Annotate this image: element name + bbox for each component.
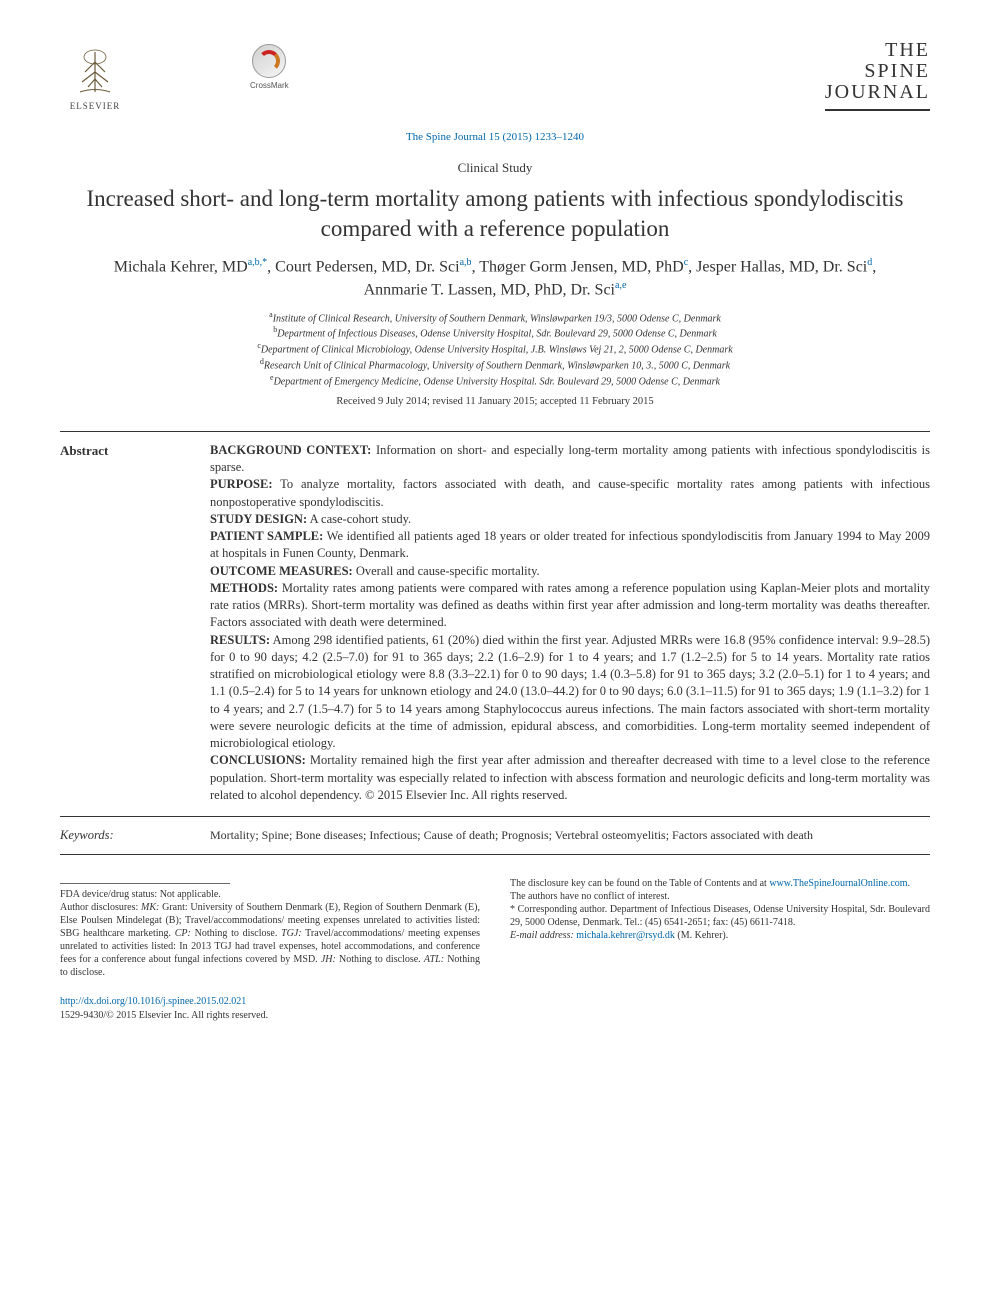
abs-outcome-label: OUTCOME MEASURES: xyxy=(210,564,353,578)
footnote-right-column: The disclosure key can be found on the T… xyxy=(510,877,930,979)
email-line: E-mail address: michala.kehrer@rsyd.dk (… xyxy=(510,929,930,942)
abs-methods-label: METHODS: xyxy=(210,581,278,595)
journal-reference[interactable]: The Spine Journal 15 (2015) 1233–1240 xyxy=(60,130,930,145)
journal-logo-line: SPINE xyxy=(825,61,930,82)
author-email[interactable]: michala.kehrer@rsyd.dk xyxy=(576,930,675,941)
abs-results-label: RESULTS: xyxy=(210,633,270,647)
keywords-section: Keywords: Mortality; Spine; Bone disease… xyxy=(60,827,930,844)
disclosure-key: The disclosure key can be found on the T… xyxy=(510,877,930,890)
journal-logo-line: THE xyxy=(825,40,930,61)
crossmark-badge[interactable]: CrossMark xyxy=(250,44,289,92)
abs-conclusions: Mortality remained high the first year a… xyxy=(210,753,930,802)
corresponding-author: * Corresponding author. Department of In… xyxy=(510,903,930,929)
affiliation-line: eDepartment of Emergency Medicine, Odens… xyxy=(60,373,930,389)
article-title: Increased short- and long-term mortality… xyxy=(60,184,930,244)
author-disclosures: Author disclosures: MK: Grant: Universit… xyxy=(60,901,480,979)
publisher-name: ELSEVIER xyxy=(70,100,121,112)
affiliation-line: cDepartment of Clinical Microbiology, Od… xyxy=(60,341,930,357)
publisher-logo: ELSEVIER xyxy=(60,40,130,120)
divider xyxy=(60,816,930,817)
abs-methods: Mortality rates among patients were comp… xyxy=(210,581,930,630)
abs-conclusions-label: CONCLUSIONS: xyxy=(210,753,306,767)
journal-logo: THE SPINE JOURNAL xyxy=(825,40,930,111)
crossmark-icon xyxy=(252,44,286,78)
crossmark-label: CrossMark xyxy=(250,81,289,92)
disclosure-link[interactable]: www.TheSpineJournalOnline.com xyxy=(769,878,907,889)
footnote-left-column: FDA device/drug status: Not applicable. … xyxy=(60,877,480,979)
doi-block: http://dx.doi.org/10.1016/j.spinee.2015.… xyxy=(60,995,930,1022)
email-label: E-mail address: xyxy=(510,930,576,941)
affiliation-line: aInstitute of Clinical Research, Univers… xyxy=(60,310,930,326)
divider xyxy=(60,431,930,432)
article-dates: Received 9 July 2014; revised 11 January… xyxy=(60,395,930,409)
divider xyxy=(60,854,930,855)
abs-sample-label: PATIENT SAMPLE: xyxy=(210,529,323,543)
disclosure-key-text: The disclosure key can be found on the T… xyxy=(510,878,769,889)
abs-design-label: STUDY DESIGN: xyxy=(210,512,307,526)
abstract-content: BACKGROUND CONTEXT: Information on short… xyxy=(210,442,930,804)
email-suffix: (M. Kehrer). xyxy=(675,930,728,941)
page-header: ELSEVIER CrossMark THE SPINE JOURNAL xyxy=(60,40,930,120)
fda-status: FDA device/drug status: Not applicable. xyxy=(60,888,480,901)
elsevier-tree-icon xyxy=(70,47,120,97)
abs-design: A case-cohort study. xyxy=(307,512,411,526)
author-list: Michala Kehrer, MDa,b,*, Court Pedersen,… xyxy=(60,256,930,301)
affiliations: aInstitute of Clinical Research, Univers… xyxy=(60,310,930,389)
keywords-text: Mortality; Spine; Bone diseases; Infecti… xyxy=(210,827,930,844)
footnotes: FDA device/drug status: Not applicable. … xyxy=(60,877,930,979)
abs-outcome: Overall and cause-specific mortality. xyxy=(353,564,540,578)
abs-results: Among 298 identified patients, 61 (20%) … xyxy=(210,633,930,751)
conflict-statement: The authors have no conflict of interest… xyxy=(510,890,930,903)
abstract-label: Abstract xyxy=(60,442,170,804)
abs-background-label: BACKGROUND CONTEXT: xyxy=(210,443,371,457)
journal-logo-line: JOURNAL xyxy=(825,82,930,103)
keywords-label: Keywords: xyxy=(60,827,170,844)
affiliation-line: dResearch Unit of Clinical Pharmacology,… xyxy=(60,357,930,373)
affiliation-line: bDepartment of Infectious Diseases, Oden… xyxy=(60,325,930,341)
abs-purpose-label: PURPOSE: xyxy=(210,477,273,491)
abstract-section: Abstract BACKGROUND CONTEXT: Information… xyxy=(60,442,930,804)
abs-purpose: To analyze mortality, factors associated… xyxy=(210,477,930,508)
disclosure-key-end: . xyxy=(908,878,911,889)
doi-link[interactable]: http://dx.doi.org/10.1016/j.spinee.2015.… xyxy=(60,995,930,1009)
issn-copyright: 1529-9430/© 2015 Elsevier Inc. All right… xyxy=(60,1010,268,1021)
article-type: Clinical Study xyxy=(60,159,930,177)
footnote-rule xyxy=(60,883,230,884)
